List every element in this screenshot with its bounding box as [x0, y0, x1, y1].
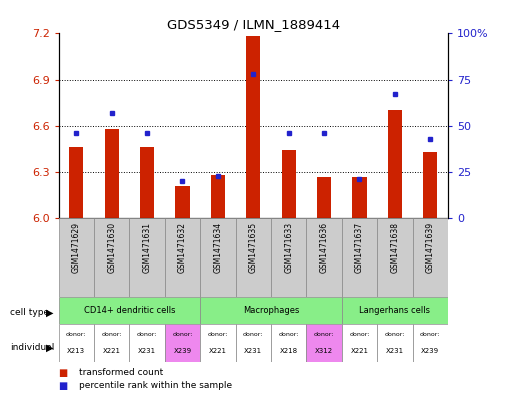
- Text: donor:: donor:: [101, 332, 122, 337]
- Text: ■: ■: [59, 381, 68, 391]
- Text: cell type: cell type: [10, 308, 49, 317]
- Bar: [412, 324, 448, 362]
- Bar: [94, 324, 129, 362]
- Bar: [271, 218, 306, 297]
- Text: donor:: donor:: [278, 332, 299, 337]
- Bar: [342, 297, 448, 324]
- Text: ■: ■: [59, 367, 68, 378]
- Bar: [200, 218, 236, 297]
- Bar: [59, 324, 94, 362]
- Text: X239: X239: [174, 348, 191, 354]
- Bar: [59, 218, 94, 297]
- Bar: [246, 37, 260, 218]
- Text: donor:: donor:: [172, 332, 192, 337]
- Bar: [281, 151, 296, 218]
- Bar: [140, 147, 154, 218]
- Text: X231: X231: [386, 348, 404, 354]
- Text: GSM1471631: GSM1471631: [143, 222, 152, 273]
- Bar: [69, 147, 83, 218]
- Bar: [352, 176, 366, 218]
- Bar: [129, 218, 165, 297]
- Bar: [342, 218, 377, 297]
- Text: X231: X231: [138, 348, 156, 354]
- Bar: [271, 324, 306, 362]
- Text: X218: X218: [279, 348, 298, 354]
- Text: GSM1471639: GSM1471639: [426, 222, 435, 273]
- Text: X312: X312: [315, 348, 333, 354]
- Bar: [200, 324, 236, 362]
- Text: GSM1471629: GSM1471629: [72, 222, 81, 273]
- Bar: [377, 324, 412, 362]
- Text: donor:: donor:: [349, 332, 370, 337]
- Bar: [306, 218, 342, 297]
- Bar: [175, 186, 189, 218]
- Text: Langerhans cells: Langerhans cells: [359, 306, 430, 315]
- Bar: [377, 218, 412, 297]
- Text: X221: X221: [103, 348, 121, 354]
- Bar: [317, 176, 331, 218]
- Text: GSM1471635: GSM1471635: [249, 222, 258, 273]
- Bar: [165, 218, 200, 297]
- Bar: [342, 324, 377, 362]
- Bar: [388, 110, 402, 218]
- Text: X231: X231: [244, 348, 262, 354]
- Text: Macrophages: Macrophages: [243, 306, 299, 315]
- Bar: [165, 324, 200, 362]
- Bar: [236, 218, 271, 297]
- Text: X221: X221: [209, 348, 227, 354]
- Text: CD14+ dendritic cells: CD14+ dendritic cells: [83, 306, 175, 315]
- Bar: [94, 218, 129, 297]
- Text: donor:: donor:: [243, 332, 264, 337]
- Text: X221: X221: [350, 348, 369, 354]
- Text: percentile rank within the sample: percentile rank within the sample: [79, 382, 232, 390]
- Bar: [200, 297, 342, 324]
- Bar: [412, 218, 448, 297]
- Text: GSM1471632: GSM1471632: [178, 222, 187, 273]
- Text: X213: X213: [67, 348, 86, 354]
- Text: GSM1471637: GSM1471637: [355, 222, 364, 273]
- Text: ▶: ▶: [46, 343, 53, 353]
- Text: GSM1471634: GSM1471634: [213, 222, 222, 273]
- Text: donor:: donor:: [66, 332, 87, 337]
- Text: donor:: donor:: [385, 332, 405, 337]
- Bar: [104, 129, 119, 218]
- Bar: [306, 324, 342, 362]
- Bar: [129, 324, 165, 362]
- Text: ▶: ▶: [46, 307, 53, 318]
- Text: transformed count: transformed count: [79, 368, 163, 377]
- Text: X239: X239: [421, 348, 439, 354]
- Text: individual: individual: [10, 343, 54, 352]
- Text: GSM1471636: GSM1471636: [320, 222, 328, 273]
- Text: donor:: donor:: [208, 332, 228, 337]
- Text: GSM1471638: GSM1471638: [390, 222, 400, 273]
- Title: GDS5349 / ILMN_1889414: GDS5349 / ILMN_1889414: [166, 18, 340, 31]
- Bar: [211, 175, 225, 218]
- Bar: [423, 152, 437, 218]
- Text: donor:: donor:: [137, 332, 157, 337]
- Bar: [59, 297, 200, 324]
- Text: donor:: donor:: [420, 332, 440, 337]
- Bar: [236, 324, 271, 362]
- Text: GSM1471633: GSM1471633: [284, 222, 293, 273]
- Text: donor:: donor:: [314, 332, 334, 337]
- Text: GSM1471630: GSM1471630: [107, 222, 116, 273]
